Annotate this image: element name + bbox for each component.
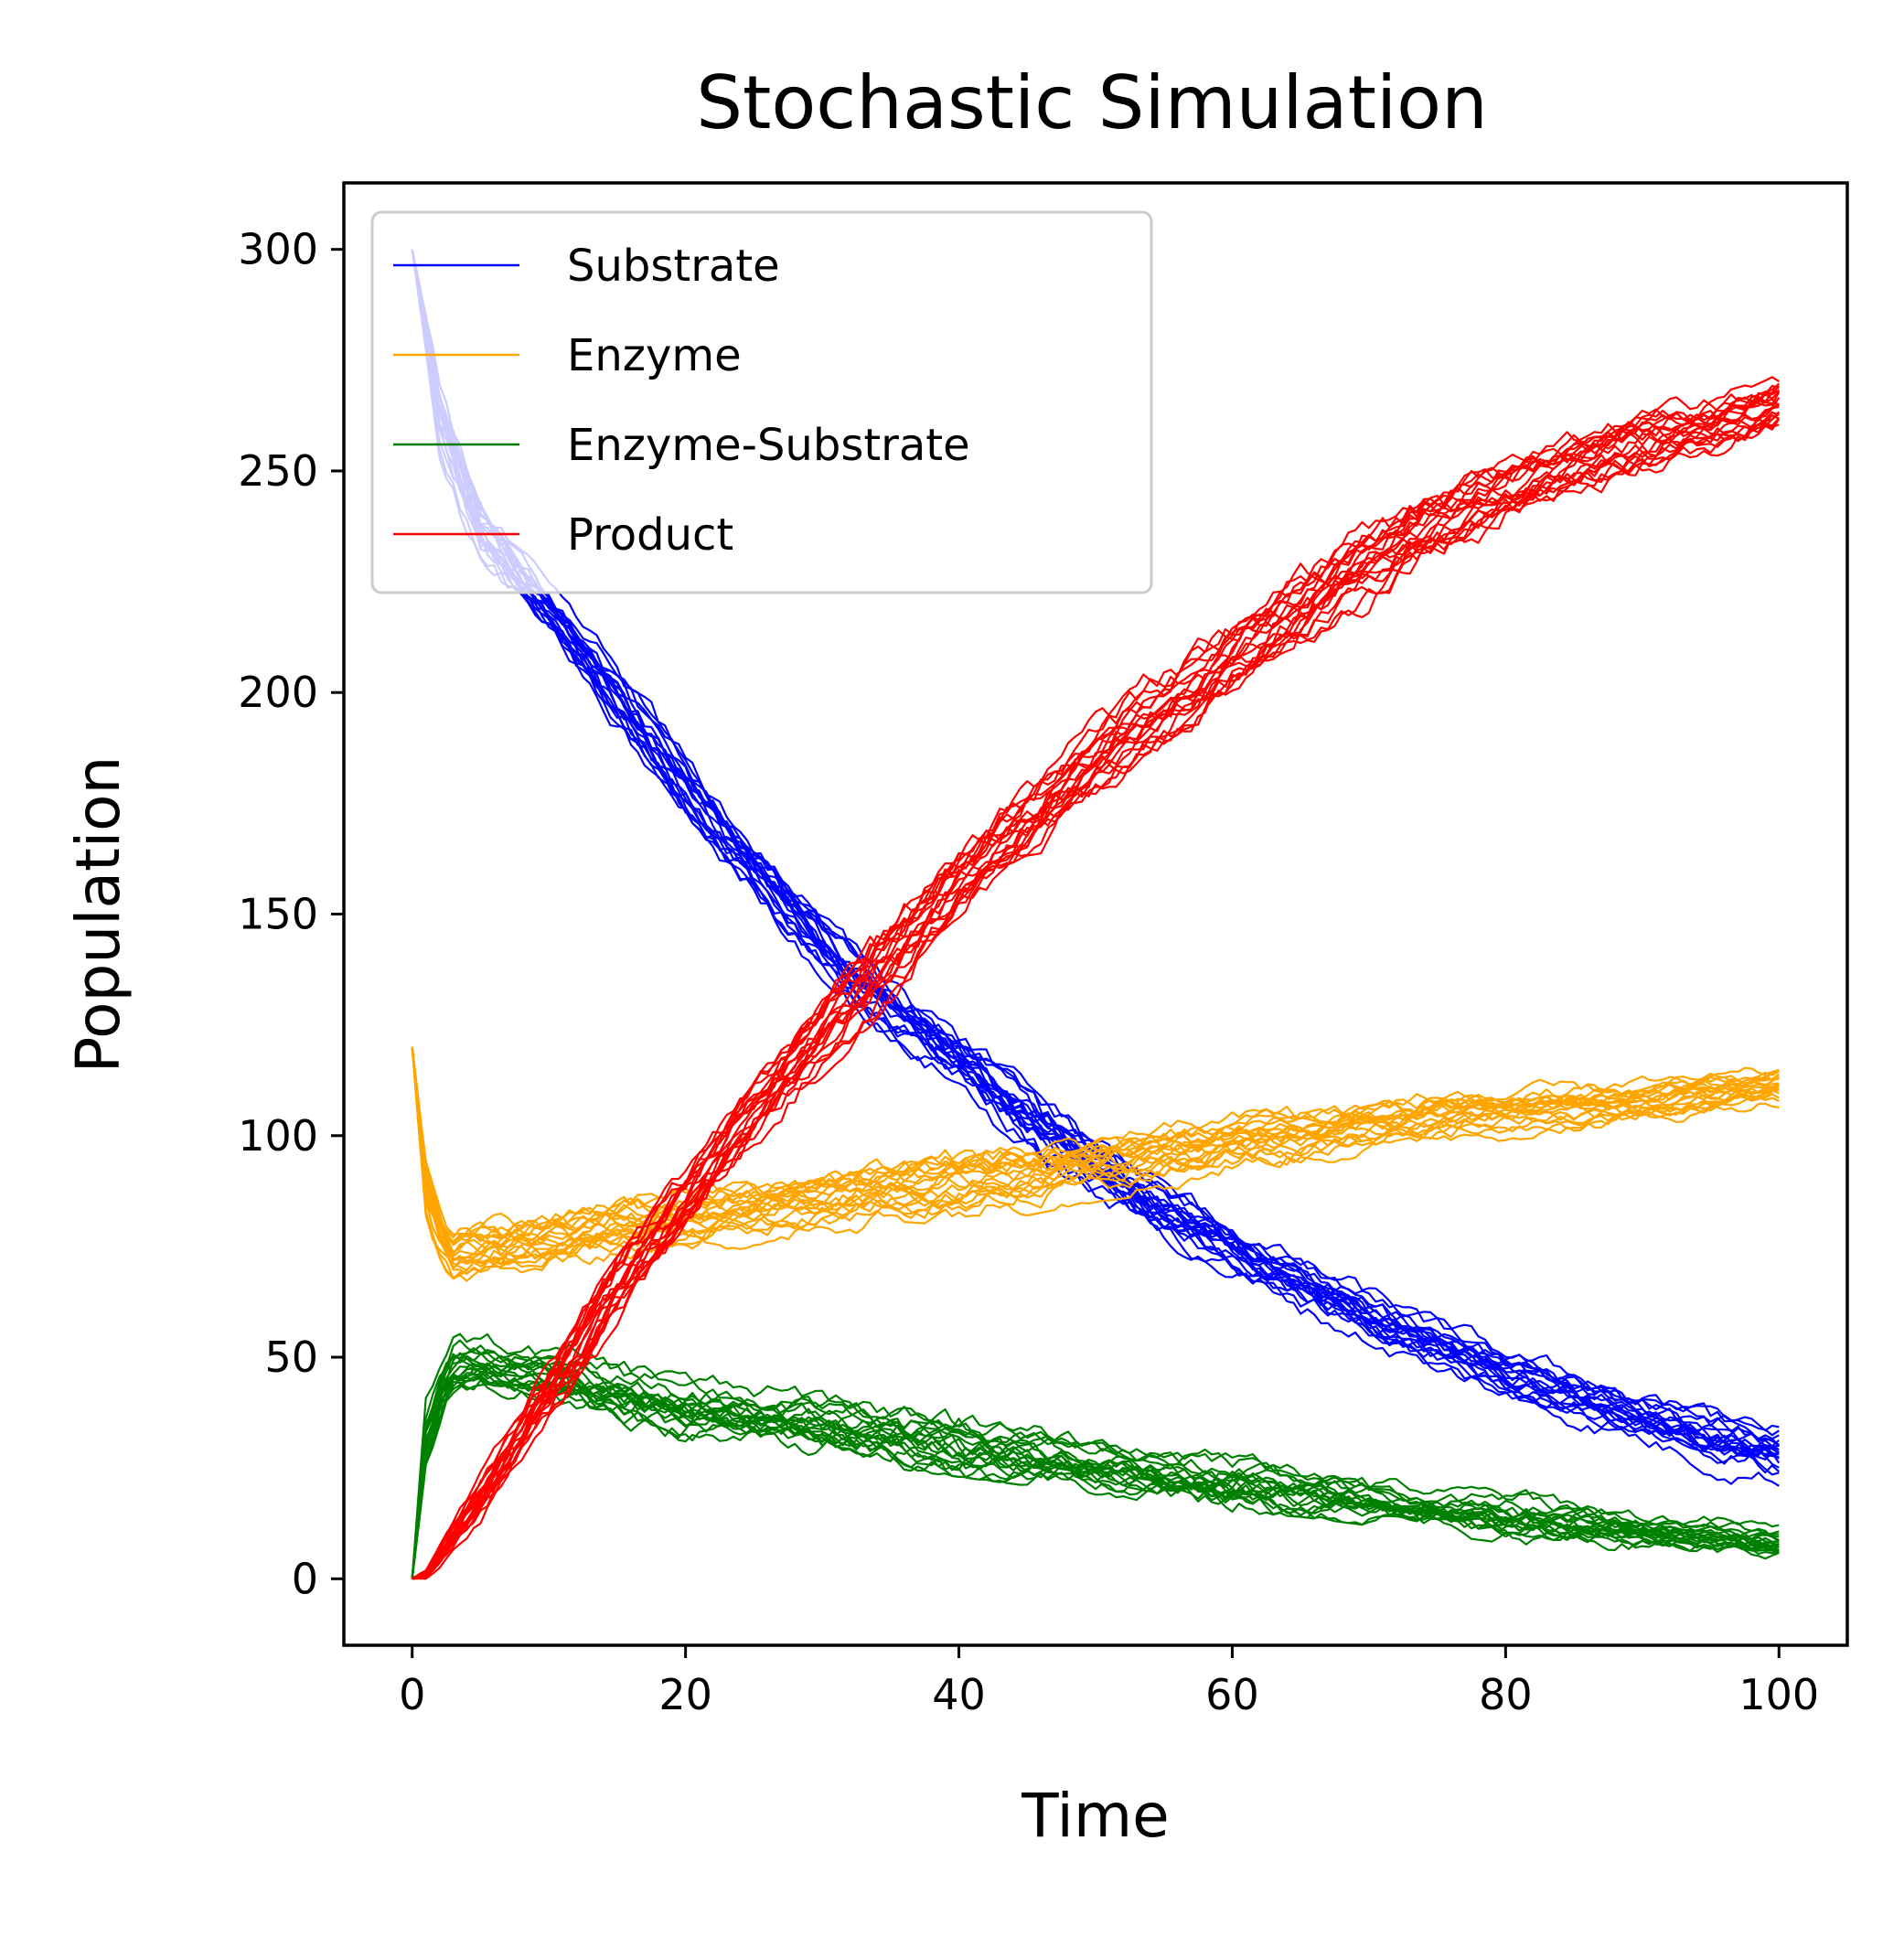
run-line	[412, 376, 1780, 1580]
x-tick-label: 40	[932, 1670, 986, 1719]
run-line	[411, 1375, 1780, 1579]
legend-label: Substrate	[567, 241, 780, 292]
series-enzyme-substrate	[411, 1332, 1780, 1579]
run-line	[411, 1046, 1780, 1255]
run-line	[411, 249, 1780, 1476]
x-tick-label: 80	[1479, 1670, 1533, 1719]
y-tick-label: 250	[238, 446, 318, 496]
run-line	[411, 1374, 1780, 1579]
run-line	[411, 1046, 1780, 1243]
run-line	[411, 1346, 1780, 1579]
y-tick-label: 50	[264, 1332, 318, 1382]
run-line	[411, 249, 1780, 1458]
legend-box	[370, 210, 1153, 594]
series-layer	[411, 249, 1781, 1580]
x-tick-label: 0	[399, 1670, 425, 1719]
legend-label: Enzyme-Substrate	[567, 420, 970, 471]
run-line	[411, 249, 1780, 1487]
run-line	[412, 397, 1781, 1580]
run-line	[411, 1046, 1780, 1239]
y-tick-label: 200	[238, 668, 318, 717]
x-axis: 0 20 40 60 80 100	[399, 1645, 1819, 1719]
run-line	[412, 385, 1781, 1580]
x-tick-label: 20	[658, 1670, 712, 1719]
x-tick-label: 100	[1738, 1670, 1819, 1719]
run-line	[411, 1375, 1780, 1579]
run-line	[411, 1046, 1780, 1240]
run-line	[412, 382, 1781, 1580]
run-line	[412, 418, 1781, 1580]
series-product	[412, 376, 1781, 1580]
run-line	[412, 423, 1780, 1580]
run-line	[411, 1377, 1780, 1579]
y-axis-label: Population	[63, 756, 134, 1074]
run-line	[411, 1344, 1780, 1579]
run-line	[411, 1046, 1780, 1247]
y-axis: 0 50 100 150 200 250 300	[238, 225, 344, 1603]
x-axis-label: Time	[1021, 1781, 1170, 1851]
y-tick-label: 300	[238, 225, 318, 274]
legend-items: Substrate Enzyme Enzyme-Substrate Product	[393, 241, 970, 561]
run-line	[412, 417, 1781, 1580]
y-tick-label: 100	[238, 1111, 318, 1161]
y-tick-label: 150	[238, 890, 318, 939]
plot-area	[342, 181, 1849, 1647]
y-tick-label: 0	[292, 1554, 318, 1603]
legend: Substrate Enzyme Enzyme-Substrate Product	[370, 210, 1153, 594]
run-line	[411, 1366, 1780, 1579]
legend-label: Product	[567, 509, 733, 561]
run-line	[411, 1046, 1780, 1247]
chart-title: Stochastic Simulation	[696, 60, 1488, 145]
legend-label: Enzyme	[567, 330, 742, 381]
x-tick-label: 60	[1205, 1670, 1259, 1719]
